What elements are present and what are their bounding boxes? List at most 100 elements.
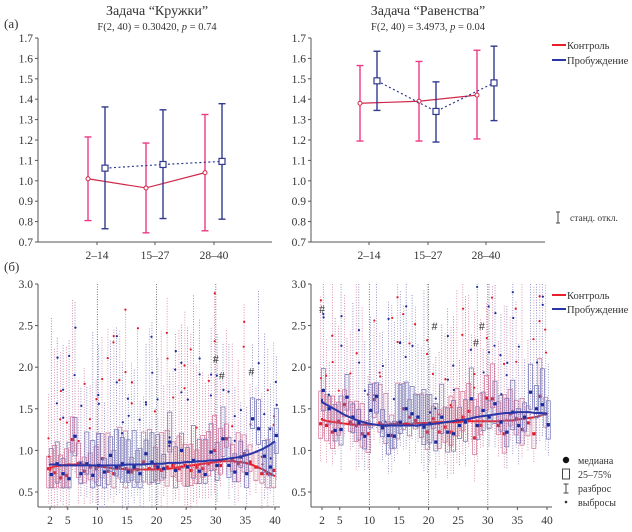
outlier [127, 414, 130, 417]
median-marker [61, 472, 65, 476]
box [247, 444, 253, 472]
data-point-control [357, 100, 363, 106]
outlier [331, 360, 334, 364]
box [220, 406, 226, 458]
y-tick-label: 3.0 [292, 279, 307, 291]
panel-top-left: 0.7 0.8 0.9 1.0 1.1 1.2 1.3 1.4 1.5 1.6 1.7 2–14 15–… [19, 33, 272, 262]
subtitle-right-suffix: = 0.04 [455, 22, 485, 33]
box [232, 453, 238, 483]
box [238, 440, 244, 468]
outlier [61, 388, 65, 391]
y-tick-label: 2.0 [19, 362, 34, 374]
y-tick-label: 0.9 [19, 196, 34, 208]
box [60, 457, 66, 489]
outlier [452, 388, 455, 392]
box [522, 402, 528, 432]
box [539, 368, 545, 416]
outlier [183, 364, 186, 367]
subtitle-right-prefix: F(2, 40) = 3.4973, [371, 22, 450, 33]
box [534, 385, 539, 419]
box [241, 434, 247, 473]
median-marker [221, 437, 225, 441]
y-tick-label: 1.1 [292, 155, 307, 167]
x-tick-label: 15–27 [141, 250, 170, 262]
box [244, 449, 250, 489]
box [368, 383, 374, 429]
box [383, 393, 389, 445]
y-tick-label: 1.4 [292, 94, 307, 106]
median-marker [520, 428, 524, 432]
box [108, 436, 113, 472]
median-marker [185, 465, 190, 469]
significance-mark: # [479, 319, 485, 333]
y-tick-label: 1.5 [19, 74, 34, 86]
median-marker [189, 468, 193, 472]
median-marker [502, 432, 506, 436]
y-tick-label: 1.7 [292, 33, 307, 45]
median-marker [85, 462, 89, 466]
median-marker [434, 440, 438, 444]
box [468, 367, 474, 418]
median-marker [532, 432, 536, 436]
outlier [476, 285, 479, 289]
outlier [494, 312, 497, 315]
outlier [120, 432, 124, 435]
box [436, 409, 442, 449]
outlier [257, 362, 260, 365]
box [125, 439, 131, 483]
box [490, 363, 495, 409]
box [262, 440, 267, 473]
box [102, 457, 107, 489]
median-marker [457, 423, 462, 428]
y-tick-label: 1.5 [19, 404, 34, 416]
box [149, 432, 155, 483]
median-marker [209, 450, 213, 454]
box [208, 423, 214, 471]
median-marker [159, 468, 163, 472]
outlier [275, 403, 278, 406]
outlier [233, 439, 236, 442]
median-marker [108, 453, 113, 457]
outlier [222, 388, 225, 391]
significance-mark: # [432, 319, 438, 333]
outlier [59, 389, 63, 393]
legend-top-control-label: Контроль [567, 41, 610, 52]
outlier [363, 389, 366, 392]
median-marker [215, 463, 219, 467]
outlier [56, 356, 59, 359]
outlier [124, 370, 127, 374]
y-tick-label: 0.5 [19, 487, 34, 499]
outlier [269, 428, 272, 431]
outlier [515, 360, 518, 363]
trend-line-awakening [321, 398, 548, 427]
x-tick-label: 2–14 [358, 250, 381, 262]
outlier [166, 357, 169, 360]
y-tick-label: 1.2 [19, 135, 34, 147]
median-marker [58, 476, 63, 480]
median-marker [325, 423, 329, 428]
box [164, 429, 170, 487]
subtitle-left: F(2, 40) = 0.30420, p = 0.74 [97, 22, 217, 33]
box [123, 430, 129, 489]
median-marker [183, 463, 187, 467]
box [114, 429, 119, 477]
x-tick-label: 40 [269, 515, 281, 527]
median-marker [266, 472, 270, 476]
outlier [425, 352, 429, 356]
outlier [210, 373, 213, 376]
outlier [469, 348, 472, 351]
box [338, 395, 344, 446]
legend-bottom: Контроль Пробуждение [552, 291, 629, 316]
outlier [482, 371, 485, 374]
median-marker [363, 434, 367, 438]
legend-bottom-control-label: Контроль [567, 291, 610, 302]
outlier [502, 362, 506, 365]
y-tick-label: 0.8 [292, 217, 307, 229]
outlier [62, 416, 65, 419]
median-marker [437, 430, 441, 434]
box [492, 380, 498, 424]
median-marker [398, 420, 402, 424]
median-marker [342, 403, 346, 407]
outlier [319, 299, 323, 302]
outlier [207, 379, 210, 382]
